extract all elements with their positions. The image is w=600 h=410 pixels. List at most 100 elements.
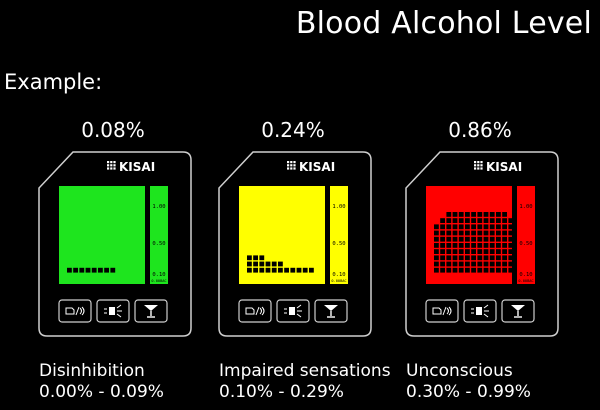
bac-percent: 0.86% xyxy=(448,118,512,142)
level-dot xyxy=(247,267,252,273)
level-dot xyxy=(452,243,458,248)
level-dot xyxy=(452,212,458,217)
level-dot xyxy=(496,230,501,236)
level-dot xyxy=(508,230,514,236)
level-dot xyxy=(265,261,271,267)
level-dot xyxy=(496,224,501,230)
breathalyzer-device: KISAI 1.00 0.50 0.10 0.00BAC xyxy=(33,150,193,340)
level-dot xyxy=(465,243,470,248)
level-dot xyxy=(440,255,445,261)
level-dot xyxy=(91,267,97,273)
level-dot xyxy=(446,230,452,236)
light-button[interactable] xyxy=(463,299,497,323)
level-dot xyxy=(434,224,439,230)
level-dot xyxy=(265,267,271,273)
level-dot xyxy=(477,218,483,223)
level-dot xyxy=(489,230,495,236)
scale-tick-label: 1.00 xyxy=(519,204,532,210)
level-dot xyxy=(489,249,495,254)
level-dot xyxy=(508,261,514,267)
device-column-3: 0.86% KISAI 1.00 0.50 0.10 0.00BAC Unconscio… xyxy=(400,0,560,410)
scale-tick-label: 0.10 xyxy=(519,272,532,278)
level-dot xyxy=(502,243,507,248)
level-dot xyxy=(271,261,277,267)
level-dot xyxy=(284,267,289,273)
level-dot xyxy=(458,243,464,248)
mode-toggle-icon xyxy=(65,306,85,316)
range-label: 0.10% - 0.29% xyxy=(219,382,344,402)
level-dot xyxy=(471,249,476,254)
mode-toggle-icon xyxy=(245,306,265,316)
level-dot xyxy=(502,261,507,267)
level-dot xyxy=(477,261,483,267)
level-dot xyxy=(465,230,470,236)
level-dot xyxy=(502,224,507,230)
level-dot xyxy=(446,255,452,261)
cocktail-glass-button[interactable] xyxy=(134,299,168,323)
level-dot xyxy=(434,243,439,248)
level-dot xyxy=(496,249,501,254)
mode-toggle-icon xyxy=(432,306,452,316)
level-dot xyxy=(496,218,501,223)
device-graphic: KISAI 1.00 0.50 0.100.00BAC xyxy=(38,151,192,337)
level-dot xyxy=(458,230,464,236)
level-dot xyxy=(271,267,277,273)
breathalyzer-device: KISAI 1.00 0.50 0.10 0.00BAC xyxy=(400,150,560,340)
cocktail-glass-button[interactable] xyxy=(314,299,348,323)
level-dot xyxy=(452,218,458,223)
status-label: Impaired sensations xyxy=(219,361,391,381)
level-dot xyxy=(290,267,296,273)
cocktail-glass-button[interactable] xyxy=(501,299,535,323)
level-dot xyxy=(458,261,464,267)
level-dot xyxy=(496,243,501,248)
level-dot xyxy=(452,236,458,242)
level-dot xyxy=(458,224,464,230)
lcd-scale xyxy=(517,186,535,284)
mode-toggle-button[interactable] xyxy=(58,299,92,323)
mode-toggle-button[interactable] xyxy=(425,299,459,323)
level-dot xyxy=(452,261,458,267)
level-dot xyxy=(465,236,470,242)
level-dot xyxy=(477,230,483,236)
level-dot xyxy=(496,261,501,267)
level-dot xyxy=(477,224,483,230)
level-dot xyxy=(465,249,470,254)
level-dot xyxy=(502,236,507,242)
level-dot xyxy=(446,212,452,217)
level-dot xyxy=(452,249,458,254)
level-dot xyxy=(489,267,495,273)
level-dot xyxy=(458,267,464,273)
level-dot xyxy=(483,243,489,248)
mode-toggle-button[interactable] xyxy=(238,299,272,323)
cocktail-glass-icon xyxy=(511,305,525,318)
level-dot xyxy=(471,230,476,236)
level-dot xyxy=(247,255,252,261)
level-dot xyxy=(434,249,439,254)
level-dot xyxy=(483,255,489,261)
level-dot xyxy=(446,224,452,230)
level-dot xyxy=(440,267,445,273)
device-graphic: KISAI 1.00 0.50 0.100.00BAC xyxy=(405,151,559,337)
scale-tick-label: 1.00 xyxy=(332,204,345,210)
level-dot xyxy=(483,224,489,230)
level-dot xyxy=(458,212,464,217)
level-dot xyxy=(502,230,507,236)
level-dot xyxy=(465,255,470,261)
level-dot xyxy=(471,261,476,267)
level-dot xyxy=(471,236,476,242)
level-dot xyxy=(434,230,439,236)
light-button[interactable] xyxy=(276,299,310,323)
level-dot xyxy=(259,261,265,267)
level-dot xyxy=(471,255,476,261)
lcd-scale xyxy=(330,186,348,284)
level-dot xyxy=(465,212,470,217)
level-dot xyxy=(446,267,452,273)
level-dot xyxy=(508,249,514,254)
level-dot xyxy=(489,255,495,261)
light-button[interactable] xyxy=(96,299,130,323)
level-dot xyxy=(253,267,258,273)
level-dot xyxy=(85,267,91,273)
range-label: 0.30% - 0.99% xyxy=(406,382,531,402)
level-dot xyxy=(452,230,458,236)
level-dot xyxy=(502,249,507,254)
